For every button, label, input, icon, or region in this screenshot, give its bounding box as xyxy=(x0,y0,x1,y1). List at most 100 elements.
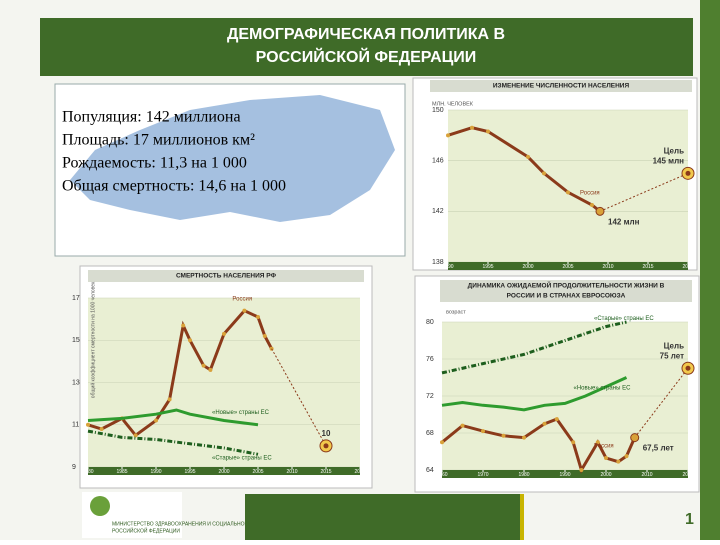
x-tick-label: 1990 xyxy=(559,472,570,478)
x-tick-label: 1995 xyxy=(482,264,493,270)
x-tick-label: 1960 xyxy=(436,472,447,478)
point xyxy=(446,133,450,138)
annotation: 67,5 лет xyxy=(643,444,674,453)
point xyxy=(526,154,530,159)
target xyxy=(685,170,691,176)
point xyxy=(566,190,570,195)
point xyxy=(481,429,485,434)
point xyxy=(262,334,267,339)
title: РОССИЙСКОЙ ФЕДЕРАЦИИ xyxy=(256,47,477,66)
y-tick-label: 76 xyxy=(426,356,434,363)
point xyxy=(590,203,594,207)
legend-label: «Новые» страны ЕС xyxy=(212,410,270,416)
annotation-point xyxy=(595,206,605,216)
x-tick-label: 2000 xyxy=(600,472,611,478)
chart-header xyxy=(88,270,364,282)
point xyxy=(554,417,559,422)
right-strip xyxy=(700,0,720,540)
y-tick-label: 11 xyxy=(72,422,79,429)
fact: Популяция: 142 миллиона xyxy=(62,109,241,126)
chart-header xyxy=(440,280,692,302)
annotation: 75 лет xyxy=(660,351,684,360)
legend-label: «Старые» страны ЕС xyxy=(594,316,654,322)
point xyxy=(542,171,546,176)
point xyxy=(208,367,213,372)
point xyxy=(624,454,629,459)
x-tick-label: 2010 xyxy=(286,469,297,475)
x-axis-bar xyxy=(448,262,688,270)
fact: Общая смертность: 14,6 на 1 000 xyxy=(62,178,286,195)
target xyxy=(685,365,691,371)
point xyxy=(99,426,104,431)
point xyxy=(571,440,576,445)
plot-area xyxy=(448,110,688,262)
point xyxy=(167,397,172,402)
point xyxy=(222,331,226,336)
point xyxy=(579,468,584,472)
y-tick-label: 64 xyxy=(426,467,434,474)
x-tick-label: 2005 xyxy=(252,469,263,475)
y-tick-label: 15 xyxy=(72,337,80,344)
point xyxy=(470,125,474,130)
point xyxy=(181,323,186,328)
point xyxy=(154,418,158,423)
y-tick-label: 9 xyxy=(72,464,76,471)
x-tick-label: 2000 xyxy=(218,469,229,475)
logo xyxy=(90,496,110,516)
annotation: 142 млн xyxy=(608,217,640,226)
y-tick-label: 68 xyxy=(426,430,434,437)
x-tick-label: 2020 xyxy=(682,264,693,270)
point xyxy=(201,363,206,368)
annotation: Цель xyxy=(664,146,684,155)
x-tick-label: 1990 xyxy=(150,469,161,475)
x-tick-label: 1980 xyxy=(518,472,529,478)
point xyxy=(486,129,490,134)
point xyxy=(501,433,506,438)
y-tick-label: 146 xyxy=(432,158,444,165)
series-line xyxy=(441,417,637,474)
target xyxy=(323,443,329,449)
x-tick-label: 2015 xyxy=(642,264,653,270)
point xyxy=(242,308,247,313)
x-tick-label: 1985 xyxy=(116,469,127,475)
point xyxy=(188,338,192,343)
series-line xyxy=(441,376,628,412)
annotation: 10 xyxy=(322,429,331,438)
series-line xyxy=(87,429,259,456)
x-axis-bar xyxy=(88,467,360,475)
annotation: Цель xyxy=(664,341,684,350)
x-tick-label: 2015 xyxy=(320,469,331,475)
page-number: 1 xyxy=(685,511,694,528)
x-tick-label: 1995 xyxy=(184,469,195,475)
y-tick-label: 13 xyxy=(72,379,80,386)
fact: Рождаемость: 11,3 на 1 000 xyxy=(62,155,247,172)
projection xyxy=(634,367,689,438)
point xyxy=(522,435,526,440)
point xyxy=(595,440,600,445)
ministry: РОССИЙСКОЙ ФЕДЕРАЦИИ xyxy=(112,526,180,534)
x-tick-label: 2005 xyxy=(562,264,573,270)
x-tick-label: 1990 xyxy=(442,264,453,270)
y-axis-label: возраст xyxy=(446,309,466,315)
point xyxy=(460,423,465,428)
title-banner xyxy=(40,18,693,76)
series-line xyxy=(441,320,627,375)
y-tick-label: 138 xyxy=(432,259,444,266)
chart-header xyxy=(430,80,692,92)
footer-bar xyxy=(245,494,523,540)
x-tick-label: 2010 xyxy=(641,472,652,478)
point xyxy=(616,459,621,464)
y-tick-label: 150 xyxy=(432,107,444,114)
y-tick-label: 72 xyxy=(426,393,434,400)
point xyxy=(86,422,90,427)
chart-title: ДИНАМИКА ОЖИДАЕМОЙ ПРОДОЛЖИТЕЛЬНОСТИ ЖИЗ… xyxy=(468,281,665,290)
legend-label: «Новые» страны ЕС xyxy=(574,386,632,392)
point xyxy=(256,315,260,320)
y-tick-label: 142 xyxy=(432,208,444,215)
ministry: МИНИСТЕРСТВО ЗДРАВООХРАНЕНИЯ И СОЦИАЛЬНО… xyxy=(112,521,279,527)
legend-label: «Старые» страны ЕС xyxy=(212,456,272,462)
chart-title: СМЕРТНОСТЬ НАСЕЛЕНИЯ РФ xyxy=(176,273,277,280)
x-tick-label: 2010 xyxy=(602,264,613,270)
